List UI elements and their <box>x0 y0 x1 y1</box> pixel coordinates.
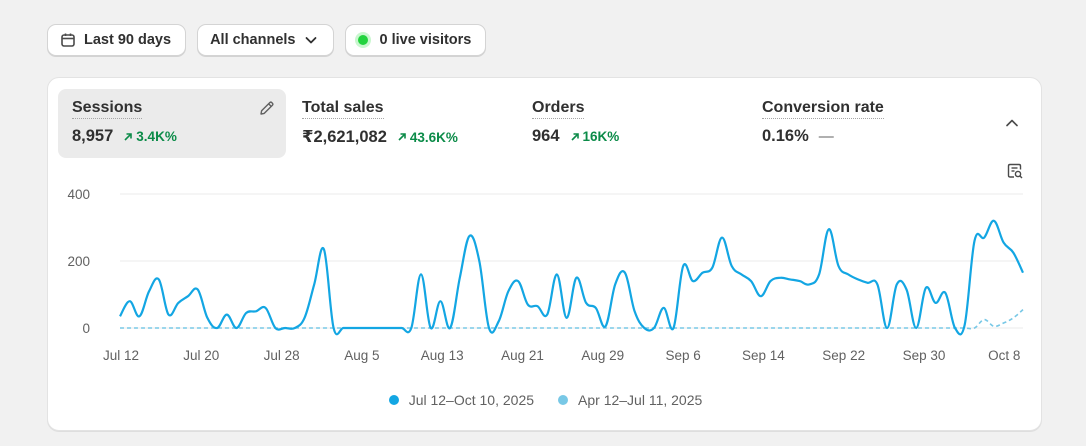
x-tick-label: Jul 20 <box>183 348 219 363</box>
metric-orders[interactable]: Orders 964 16K% <box>518 89 738 158</box>
arrow-up-right-icon <box>398 133 406 141</box>
metric-value: 8,957 <box>72 127 114 145</box>
metric-value: 0.16% <box>762 127 809 145</box>
x-tick-label: Sep 6 <box>665 348 700 363</box>
metric-change: 43.6K% <box>397 130 458 145</box>
metric-change-value: — <box>818 128 834 145</box>
filters-toolbar: Last 90 days All channels 0 live visitor… <box>47 24 487 56</box>
metric-value: 964 <box>532 127 560 145</box>
legend-item-current[interactable]: Jul 12–Oct 10, 2025 <box>388 392 535 408</box>
magnifier-document-icon <box>1007 163 1023 179</box>
y-tick-label: 200 <box>67 254 90 269</box>
x-tick-label: Jul 28 <box>264 348 300 363</box>
metric-label: Orders <box>532 99 585 119</box>
x-tick-label: Aug 13 <box>421 348 464 363</box>
metric-sessions[interactable]: Sessions 8,957 3.4K% <box>58 89 286 158</box>
x-tick-label: Aug 5 <box>344 348 379 363</box>
legend-dot-icon <box>558 395 569 405</box>
sessions-line-chart: 0 200 400 Jul 12 Jul 20 Jul 28 Aug 5 Aug 13 Aug … <box>67 187 1024 363</box>
channels-label: All channels <box>210 32 296 48</box>
metric-label: Sessions <box>72 99 143 119</box>
x-tick-label: Aug 29 <box>581 348 624 363</box>
legend-label: Apr 12–Jul 11, 2025 <box>578 392 703 408</box>
metric-change-value: 3.4K% <box>136 129 177 144</box>
chevron-up-icon <box>1006 119 1018 127</box>
channels-dropdown[interactable]: All channels <box>197 24 335 56</box>
edit-metric-button[interactable] <box>258 99 276 117</box>
calendar-icon <box>60 32 76 48</box>
legend-label: Jul 12–Oct 10, 2025 <box>408 392 535 408</box>
y-tick-label: 0 <box>82 321 90 336</box>
live-visitors-button[interactable]: 0 live visitors <box>345 24 487 56</box>
series-line-previous <box>119 309 1024 330</box>
metric-conversion-rate[interactable]: Conversion rate 0.16% — <box>748 89 968 158</box>
x-tick-label: Sep 14 <box>742 348 785 363</box>
metric-total-sales[interactable]: Total sales ₹2,621,082 43.6K% <box>288 89 508 158</box>
x-tick-label: Oct 8 <box>988 348 1020 363</box>
date-range-label: Last 90 days <box>84 32 172 48</box>
metric-change-value: 43.6K% <box>409 129 458 145</box>
arrow-up-right-icon <box>570 132 579 141</box>
series-line-current <box>119 219 1024 336</box>
y-tick-label: 400 <box>67 187 90 202</box>
legend-dot-icon <box>388 395 399 405</box>
metric-label: Conversion rate <box>762 99 884 119</box>
metric-change: 16K% <box>570 129 620 144</box>
inspect-data-button[interactable] <box>1006 162 1024 180</box>
live-indicator-icon <box>358 35 369 45</box>
chevron-down-icon <box>303 32 319 48</box>
metric-value: ₹2,621,082 <box>302 128 387 146</box>
chart-legend: Jul 12–Oct 10, 2025 Apr 12–Jul 11, 2025 <box>48 392 1043 408</box>
x-tick-label: Sep 30 <box>903 348 946 363</box>
metric-label: Total sales <box>302 99 384 119</box>
arrow-up-right-icon <box>124 132 133 141</box>
live-visitors-label: 0 live visitors <box>379 32 472 48</box>
x-tick-label: Aug 21 <box>501 348 544 363</box>
analytics-card: Sessions 8,957 3.4K% Total sales ₹2,621,… <box>47 77 1042 431</box>
x-tick-label: Sep 22 <box>822 348 865 363</box>
pencil-icon <box>260 101 274 115</box>
x-tick-label: Jul 12 <box>103 348 139 363</box>
collapse-button[interactable] <box>1003 114 1021 132</box>
date-range-button[interactable]: Last 90 days <box>47 24 187 56</box>
legend-item-previous[interactable]: Apr 12–Jul 11, 2025 <box>558 392 702 408</box>
metric-change: 3.4K% <box>123 129 177 144</box>
metric-change-value: 16K% <box>582 129 620 144</box>
